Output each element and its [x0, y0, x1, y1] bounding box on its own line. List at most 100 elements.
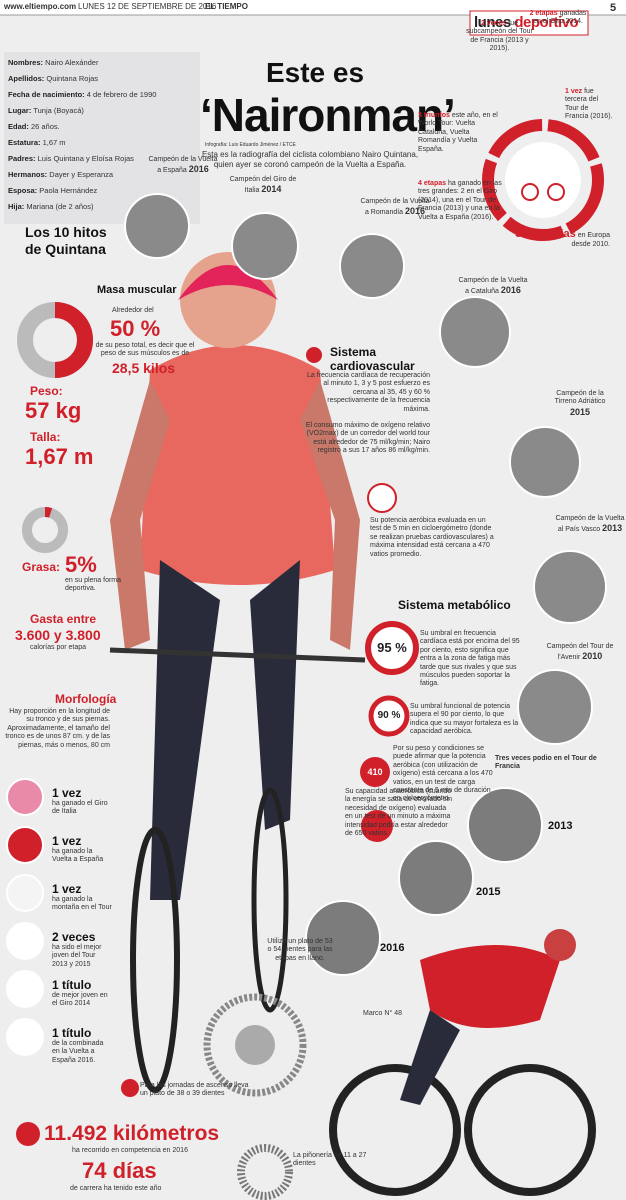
milestone-part: Campeón de la Tirreno Adriático	[554, 390, 606, 406]
credit: Infografía: Luis Eduardo Jiménez / ETCE	[205, 142, 405, 148]
gasto-label: Gasta entre	[30, 612, 96, 626]
cardio-title: Sistema cardiovascular	[330, 345, 440, 374]
jersey-text-part: de la combinada en la Vuelta a España 20…	[52, 1040, 104, 1064]
milestone-photo	[439, 296, 511, 368]
peso-value: 57 kg	[25, 398, 81, 424]
section-part: deportivo	[514, 14, 579, 31]
masa-text-part: de su peso total, es decir que el peso d…	[95, 342, 195, 358]
metab-text-part: Por su peso y condiciones se puede afirm…	[393, 745, 493, 803]
muscle-icon	[361, 810, 393, 842]
jersey-text: de mejor joven en el Giro 2014	[52, 992, 112, 1009]
profile-row-part: 1,67 m	[42, 138, 66, 147]
jersey-text: de la combinada en la Vuelta a España 20…	[52, 1040, 112, 1065]
jersey-icon	[6, 778, 44, 816]
kicker-part: Este es	[265, 57, 365, 88]
metab-badge-part: 410	[367, 766, 383, 777]
tour-stat: 3 triunfos este año, en el World Tour: V…	[418, 112, 498, 154]
tour-icon-bg	[505, 142, 581, 218]
milestone: Campeón del Tour de l'Avenir 2010	[545, 643, 615, 663]
profile-row: Nombres: Nairo Alexánder	[8, 58, 198, 67]
metab-text: Por su peso y condiciones se puede afirm…	[393, 745, 498, 804]
morfologia-text: Hay proporción en la longitud de su tron…	[5, 708, 110, 750]
page-number: 5	[610, 2, 616, 15]
jersey-text: ha sido el mejor joven del Tour 2013 y 2…	[52, 944, 112, 969]
cardio-text-part: Su potencia aeróbica evaluada en un test…	[370, 517, 494, 558]
jersey-text-part: ha ganado la montaña en el Tour	[52, 896, 112, 912]
masa-intro-part: Alrededor del	[112, 307, 154, 314]
profile-row-part: Padres:	[8, 154, 36, 163]
podium-year: 2016	[380, 942, 404, 955]
section-logo	[469, 10, 589, 36]
bike-icon	[16, 1122, 40, 1146]
jersey-icon	[6, 922, 44, 960]
tour-stat: 1 vez fue tercera del Tour de Francia (2…	[565, 88, 613, 122]
profile-row: Hermanos: Dayer y Esperanza	[8, 170, 198, 179]
profile-row: Hija: Mariana (de 2 años)	[8, 202, 198, 211]
jersey-icon	[6, 874, 44, 912]
paper: EL TIEMPO	[205, 2, 248, 12]
grasa-label: Grasa:	[22, 560, 60, 574]
podium-year-part: 2013	[548, 820, 573, 832]
milestone: Campeón de la Vuelta al País Vasco 2013	[555, 515, 625, 535]
headline-part: ‘Naironman’	[200, 89, 456, 141]
podium-photo	[467, 787, 543, 863]
tour-stat-part: 31 victorias	[515, 228, 576, 240]
peso-label: Peso:	[30, 384, 63, 398]
site: www.eltiempo.com	[4, 2, 76, 12]
km-text-part: ha recorrido en competencia en 2016	[72, 1147, 188, 1154]
jersey-icon	[6, 970, 44, 1008]
metab-title: Sistema metabólico	[398, 598, 511, 612]
podium-year-part: 2015	[476, 886, 501, 898]
km-value: 11.492 kilómetros	[44, 1121, 219, 1146]
dias-text-part: de carrera ha tenido este año	[70, 1185, 162, 1192]
ascenso-text: Para las jornadas de ascenso lleva un pl…	[140, 1082, 250, 1099]
tour-stat: 31 victorias en Europa desde 2010.	[505, 228, 610, 250]
profile-row: Estatura: 1,67 m	[8, 138, 198, 147]
profile-row-part: Hermanos:	[8, 170, 48, 179]
mountain-icon	[121, 1079, 139, 1097]
heart-icon	[306, 347, 322, 363]
milestone-photo	[339, 233, 405, 299]
profile-row-part: Luis Quintana y Eloísa Rojas	[37, 154, 134, 163]
profile-row: Lugar: Tunja (Boyacá)	[8, 106, 198, 115]
milestone-part: 2013	[602, 523, 623, 534]
milestone-photo	[124, 193, 190, 259]
milestone: Campeón de la Vuelta a España 2016	[148, 156, 218, 176]
jersey-count: 1 título	[52, 978, 91, 992]
profile-row-part: Apellidos:	[8, 74, 45, 83]
profile-row-part: Nombres:	[8, 58, 44, 67]
tour-stat-part: 3 triunfos	[418, 112, 450, 119]
milestone-photo	[231, 212, 299, 280]
masa-title-part: Masa muscular	[97, 284, 177, 296]
tour-stat-part: fue subcampeón del Tour de Francia (2013…	[466, 20, 533, 53]
milestone-photo	[509, 426, 581, 498]
jersey-count-part: 1 vez	[52, 882, 82, 896]
tour-ring	[482, 119, 604, 241]
cardio-text: La frecuencia cardíaca de recuperación a…	[305, 372, 430, 414]
podium-title: Tres veces podio en el Tour de Francia	[495, 755, 605, 772]
lungs-icon	[367, 483, 397, 513]
profile-row-part: Edad:	[8, 122, 29, 131]
profile-row: Apellidos: Quintana Rojas	[8, 74, 198, 83]
jersey-text-part: ha ganado la Vuelta a España	[52, 848, 104, 864]
milestone: Campeón del Giro de Italia 2014	[228, 176, 298, 196]
cardio-text-part: El consumo máximo de oxígeno relativo (V…	[305, 422, 430, 455]
profile-row: Fecha de nacimiento: 4 de febrero de 199…	[8, 90, 198, 99]
tt-rider	[329, 929, 596, 1196]
masa-pct-part: 50 %	[110, 316, 161, 341]
profile-row-part: Paola Hernández	[39, 186, 98, 195]
masa-intro: Alrededor del	[112, 307, 154, 315]
milestone-part: Campeón del Tour de l'Avenir	[546, 643, 614, 662]
tour-stat-part: este año, en el World Tour: Vuelta Catal…	[418, 112, 498, 153]
muscle-donut-arc	[54, 302, 93, 378]
tour-stat-part: 4 etapas	[418, 180, 447, 187]
cardio-text: El consumo máximo de oxígeno relativo (V…	[305, 422, 430, 456]
metab-text: Su umbral en frecuencia cardíaca está po…	[420, 630, 520, 689]
profile-row: Esposa: Paola Hernández	[8, 186, 198, 195]
date: LUNES 12 DE SEPTIEMBRE DE 2016	[78, 2, 216, 12]
masa-text: de su peso total, es decir que el peso d…	[95, 342, 195, 359]
jersey-count: 1 vez	[52, 834, 81, 848]
jersey-icon	[6, 1018, 44, 1056]
badge-ring	[360, 757, 390, 787]
